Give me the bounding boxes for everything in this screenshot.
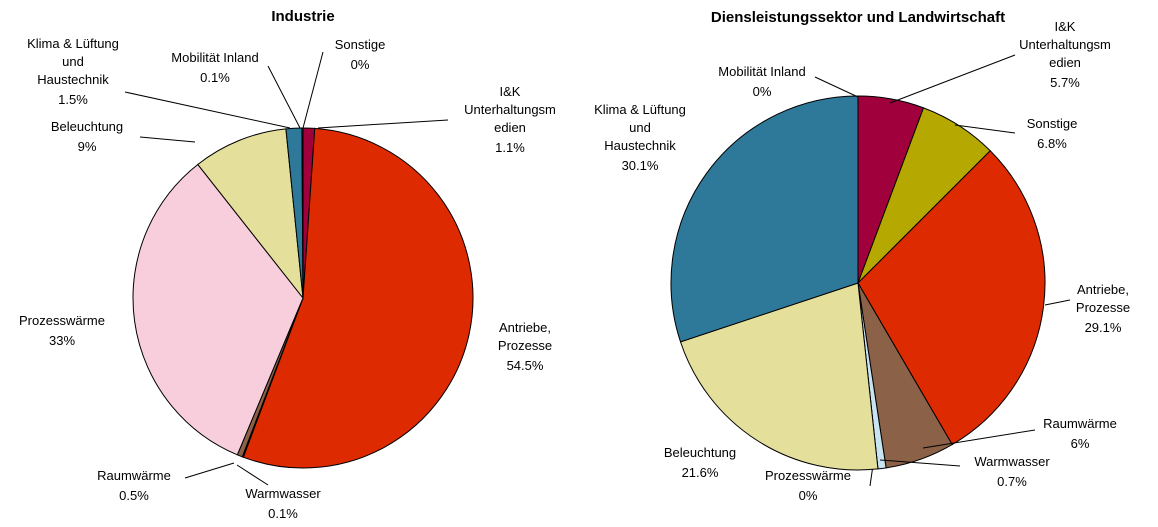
value-label: 54.5% [506,358,544,373]
value-label: 1.5% [58,92,88,107]
leader-line [139,136,196,143]
slice-label: Raumwärme [1043,416,1117,431]
pie-slice [132,163,304,456]
value-label: 30.1% [621,158,659,173]
leader-line [267,65,301,129]
value-label: 29.1% [1084,320,1122,335]
value-label: 0.1% [200,70,230,85]
slice-label: Prozesswärme [765,468,851,483]
pie-slice [242,127,474,469]
leader-line [124,91,291,129]
leader-line [954,124,1016,134]
slice-label: Antriebe, Prozesse [1075,282,1131,315]
leader-line [1044,299,1071,306]
slice-label: Mobilität Inland [718,64,806,79]
value-label: 6% [1070,436,1090,451]
value-label: 9% [77,139,97,154]
slice-label: Beleuchtung [663,445,737,460]
pie-slice [857,150,1046,446]
value-label: 0.7% [997,474,1027,489]
slice-label: I&K Unterhaltungsm edien [1019,19,1111,70]
value-label: 5.7% [1050,75,1080,90]
slice-label: Sonstige [334,37,386,52]
leader-line [184,462,235,479]
value-label: 33% [48,333,76,348]
chart-title: Diensleistungssektor und Landwirtschaft [710,9,1006,26]
leader-line [302,51,324,129]
value-label: 0.1% [268,506,298,521]
value-label: 0% [798,488,818,503]
value-label: 1.1% [495,140,525,155]
slice-label: Prozesswärme [19,313,105,328]
chart-title: Industrie [271,8,335,25]
leader-line [889,54,1016,104]
leader-line [879,459,961,467]
value-label: 0.5% [119,488,149,503]
slice-label: Klima & Lüftung und Haustechnik [27,36,119,87]
slice-label: Antriebe, Prozesse [497,320,553,353]
leader-line [317,119,449,129]
slice-label: Sonstige [1026,116,1078,131]
leader-line [236,464,269,486]
value-label: 21.6% [681,465,719,480]
pie-slice [670,95,859,343]
slice-label: I&K Unterhaltungsm edien [464,84,556,135]
value-label: 0% [350,57,370,72]
slice-label: Raumwärme [97,468,171,483]
slice-label: Warmwasser [974,454,1050,469]
leader-line [922,429,1036,449]
slice-label: Mobilität Inland [171,50,259,65]
slice-label: Warmwasser [245,486,321,501]
pie-slice [197,128,304,300]
value-label: 6.8% [1037,136,1067,151]
leader-line [814,76,859,98]
slice-label: Beleuchtung [50,119,124,134]
value-label: 0% [752,84,772,99]
pie-slice [679,282,879,471]
slice-label: Klima & Lüftung und Haustechnik [594,102,686,153]
